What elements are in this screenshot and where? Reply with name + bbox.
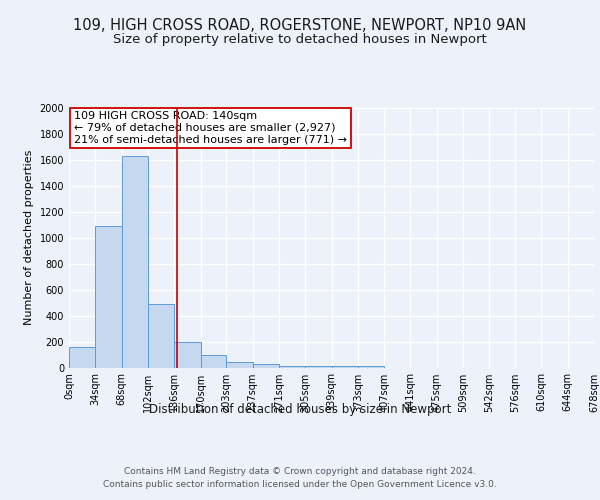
Bar xyxy=(95,226,122,368)
Text: Distribution of detached houses by size in Newport: Distribution of detached houses by size … xyxy=(149,402,451,415)
Bar xyxy=(305,366,331,368)
Text: Contains HM Land Registry data © Crown copyright and database right 2024.: Contains HM Land Registry data © Crown c… xyxy=(124,468,476,476)
Bar xyxy=(358,366,384,368)
Text: Contains public sector information licensed under the Open Government Licence v3: Contains public sector information licen… xyxy=(103,480,497,489)
Bar xyxy=(253,364,279,368)
Bar xyxy=(69,346,95,368)
Bar xyxy=(175,342,200,367)
Y-axis label: Number of detached properties: Number of detached properties xyxy=(24,150,34,325)
Bar xyxy=(331,366,358,368)
Text: 109 HIGH CROSS ROAD: 140sqm
← 79% of detached houses are smaller (2,927)
21% of : 109 HIGH CROSS ROAD: 140sqm ← 79% of det… xyxy=(74,112,347,144)
Bar xyxy=(279,366,305,368)
Bar xyxy=(200,354,226,368)
Bar xyxy=(148,304,175,368)
Text: Size of property relative to detached houses in Newport: Size of property relative to detached ho… xyxy=(113,32,487,46)
Text: 109, HIGH CROSS ROAD, ROGERSTONE, NEWPORT, NP10 9AN: 109, HIGH CROSS ROAD, ROGERSTONE, NEWPOR… xyxy=(73,18,527,32)
Bar xyxy=(122,156,148,368)
Bar xyxy=(226,362,253,368)
